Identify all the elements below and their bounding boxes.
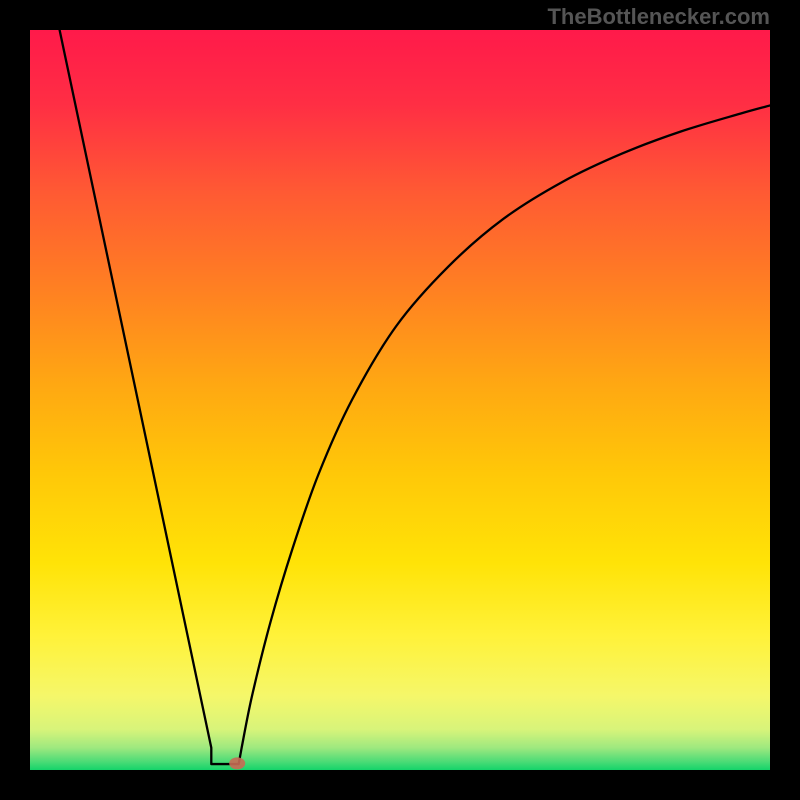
curve-line <box>60 30 770 764</box>
bottleneck-curve <box>30 30 770 770</box>
chart-root: TheBottlenecker.com <box>0 0 800 800</box>
watermark-text: TheBottlenecker.com <box>547 4 770 30</box>
minimum-marker <box>229 757 245 769</box>
